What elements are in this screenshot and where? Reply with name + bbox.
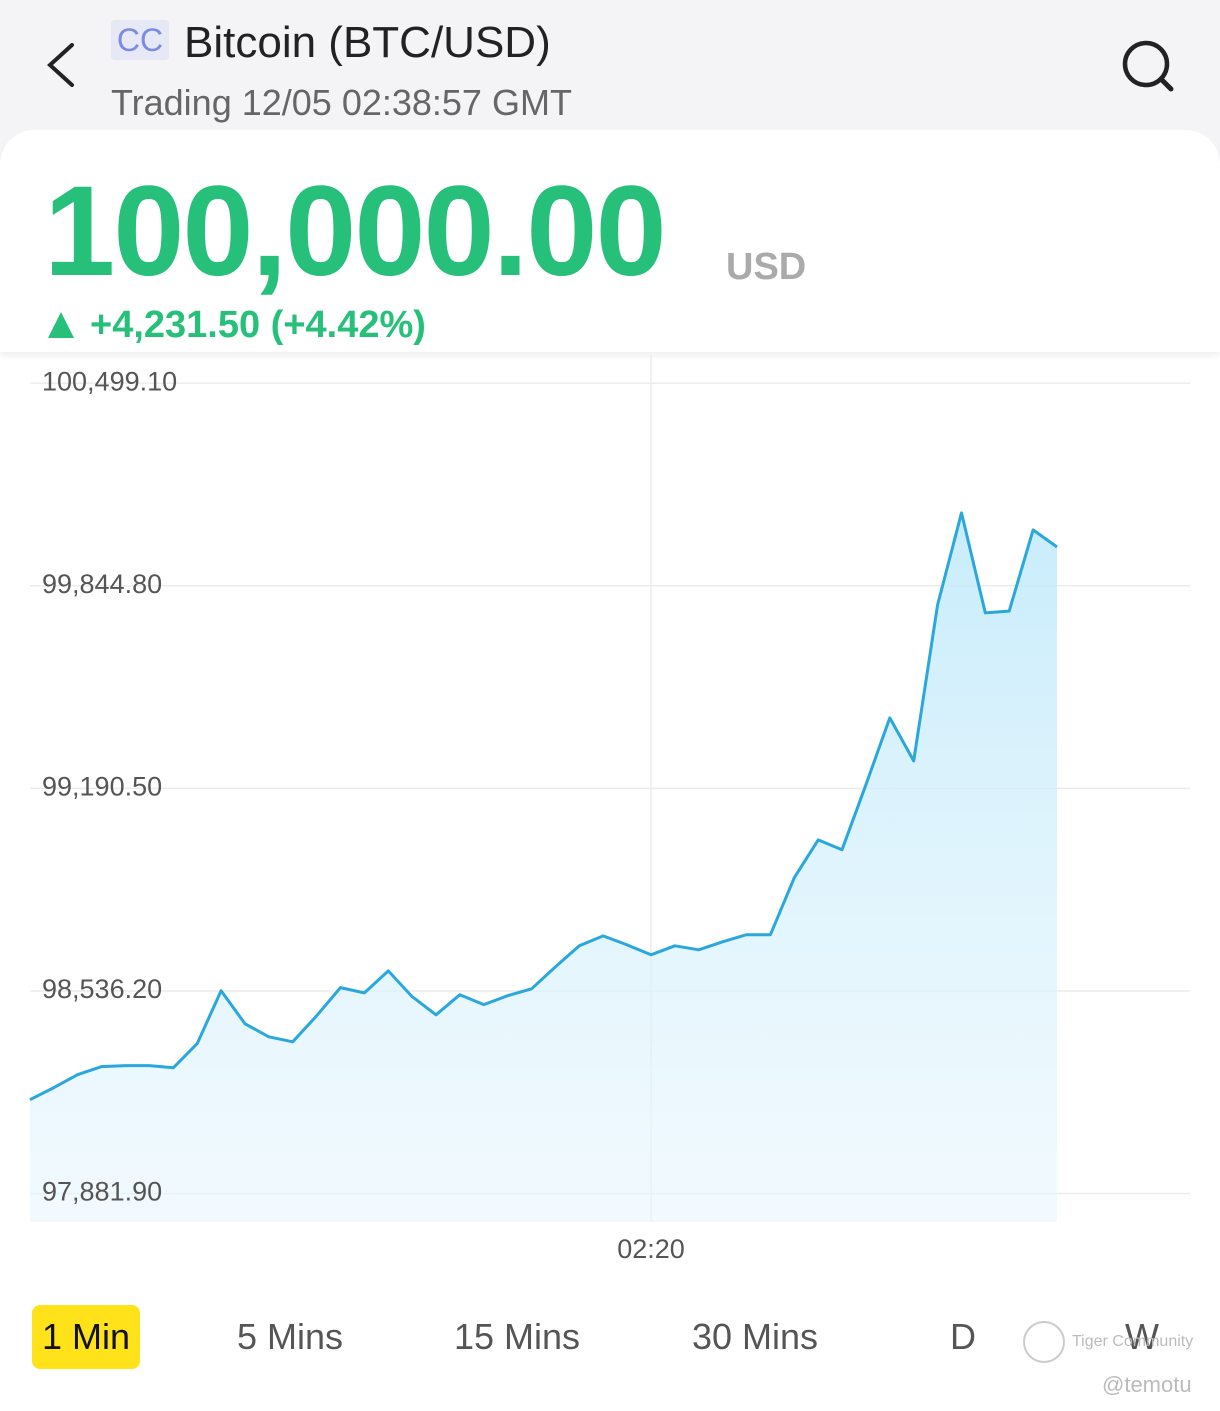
back-button[interactable]	[40, 40, 84, 90]
timeframe-tab[interactable]: 1 Min	[31, 1305, 141, 1369]
up-arrow	[48, 312, 74, 338]
line	[29, 511, 1058, 1102]
title: Bitcoin (BTC/USD)	[184, 18, 551, 67]
badge: CC	[111, 20, 169, 60]
timeframe-tab[interactable]: 30 Mins	[691, 1316, 819, 1357]
timeframe-tab[interactable]: D	[950, 1316, 976, 1357]
change: +4,231.50 (+4.42%)	[90, 304, 426, 346]
watermark-brand: Tiger Community	[1072, 1333, 1194, 1350]
area	[30, 512, 1057, 1222]
y-tick-label: 97,881.90	[42, 1177, 162, 1207]
timeframe-tab[interactable]: 5 Mins	[236, 1316, 344, 1357]
watermark-user: @temotu	[1102, 1372, 1192, 1397]
y-tick-label: 98,536.20	[42, 974, 162, 1004]
timeframe-tab[interactable]: 15 Mins	[453, 1316, 581, 1357]
chart: 100,499.10 99,844.80 99,190.50 98,536.20 97,…	[29, 355, 1190, 1264]
timeframe-tab[interactable]: W	[1125, 1316, 1159, 1357]
y-tick-label: 99,190.50	[42, 771, 162, 801]
y-tick-label: 100,499.10	[42, 366, 177, 396]
y-tick-label: 99,844.80	[42, 569, 162, 599]
status: Trading 12/05 02:38:57 GMT	[111, 82, 572, 123]
currency: USD	[726, 246, 807, 288]
price: 100,000.00	[44, 160, 667, 303]
search-button[interactable]	[1118, 36, 1178, 96]
x-tick-label: 02:20	[617, 1234, 685, 1264]
watermark-logo	[1023, 1321, 1065, 1363]
quote-card	[0, 130, 1220, 352]
